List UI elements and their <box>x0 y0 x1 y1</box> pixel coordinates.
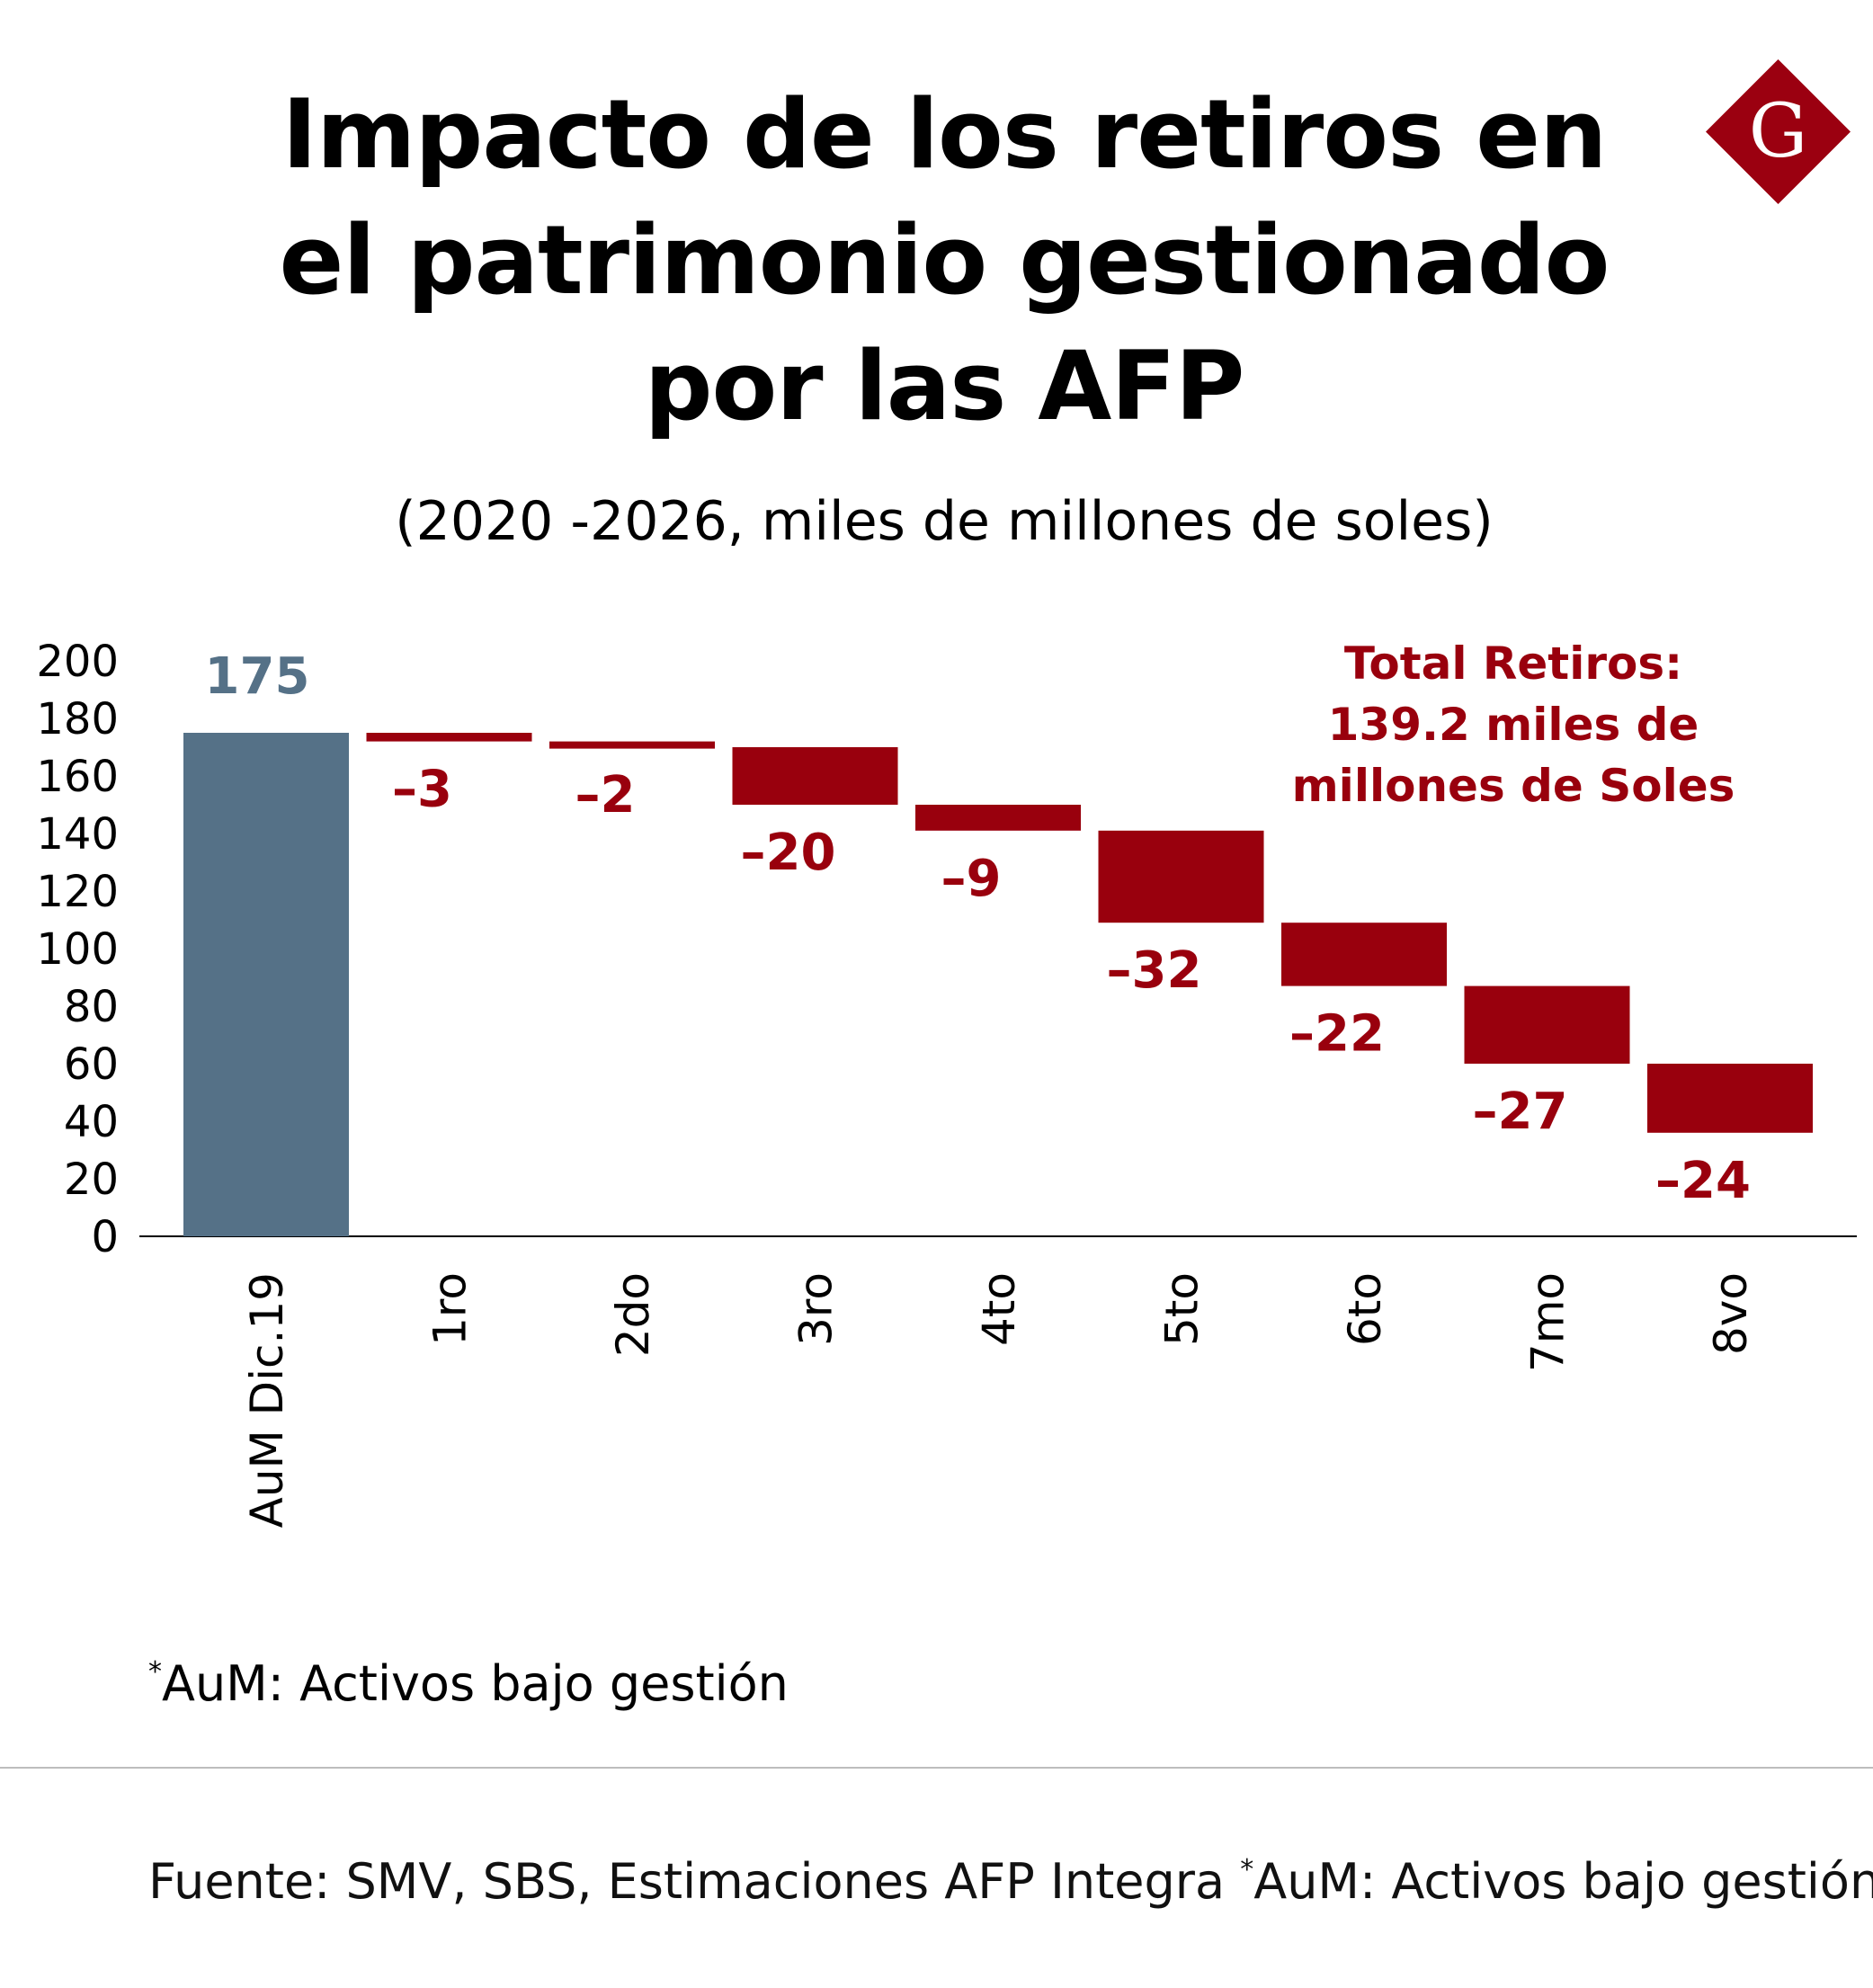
y-tick-label: 100 <box>36 924 119 975</box>
x-category-label: 5to <box>1156 1272 1209 1346</box>
y-tick-label: 0 <box>91 1212 119 1262</box>
y-tick-label: 80 <box>64 982 119 1032</box>
x-category-label: 6to <box>1339 1272 1391 1346</box>
footnote-text: AuM: Activos bajo gestión <box>162 1655 789 1712</box>
x-category-label: 2do <box>607 1272 659 1357</box>
data-label: –24 <box>1655 1152 1751 1210</box>
chart-title: Impacto de los retiros en el patrimonio … <box>216 72 1672 450</box>
divider <box>0 1767 1873 1769</box>
source-line: Fuente: SMV, SBS, Estimaciones AFP Integ… <box>148 1839 1873 1913</box>
y-tick-label: 140 <box>36 809 119 860</box>
title-line-1: Impacto de los retiros en <box>281 79 1608 190</box>
y-tick-label: 20 <box>64 1154 119 1205</box>
total-annotation-line: Total Retiros: <box>1344 637 1682 690</box>
gestion-logo-icon: G <box>1706 59 1851 204</box>
bar-decrease <box>1464 985 1630 1064</box>
bar-decrease <box>549 741 715 749</box>
bar-decrease <box>1281 923 1447 986</box>
source-text: Fuente: SMV, SBS, Estimaciones AFP Integ… <box>148 1853 1241 1910</box>
total-annotation-line: 139.2 miles de <box>1328 699 1699 751</box>
data-label: –3 <box>392 761 452 819</box>
data-label: –27 <box>1473 1083 1568 1141</box>
y-tick-label: 40 <box>64 1097 119 1147</box>
bar-decrease <box>366 733 532 742</box>
y-tick-label: 180 <box>36 694 119 744</box>
data-label: –9 <box>941 850 1002 908</box>
waterfall-chart: 0 20 40 60 80 100 120 140 160 180 200 175 AuM Dic.19… <box>36 637 1857 1528</box>
bar-decrease <box>1647 1064 1813 1133</box>
x-category-label: 8vo <box>1705 1272 1757 1355</box>
svg-text:G: G <box>1749 89 1808 174</box>
x-category-label: 4to <box>973 1272 1025 1346</box>
y-tick-label: 60 <box>64 1039 119 1090</box>
bar-decrease <box>915 805 1081 831</box>
data-label: 175 <box>205 647 310 706</box>
title-line-3: por las AFP <box>644 331 1245 441</box>
source-marker: * <box>1240 1854 1254 1885</box>
bar-decrease <box>1098 830 1264 923</box>
x-category-label: 7mo <box>1522 1272 1574 1372</box>
x-category-label: 3ro <box>790 1272 843 1346</box>
y-tick-label: 120 <box>36 867 119 917</box>
footnote: *AuM: Activos bajo gestión <box>148 1641 789 1716</box>
y-tick-label: 160 <box>36 752 119 802</box>
total-annotation-line: millones de Soles <box>1292 760 1735 812</box>
bar-decrease <box>732 747 898 805</box>
data-label: –20 <box>741 824 836 882</box>
bar-total <box>183 733 349 1236</box>
data-label: –2 <box>575 766 636 825</box>
x-category-label: 1ro <box>424 1272 477 1346</box>
footnote-marker: * <box>148 1656 162 1688</box>
x-category-label: AuM Dic.19 <box>241 1272 293 1528</box>
data-label: –32 <box>1107 941 1202 1000</box>
title-line-2: el patrimonio gestionado <box>279 205 1610 316</box>
y-tick-label: 200 <box>36 637 119 687</box>
data-label: –22 <box>1289 1005 1385 1064</box>
source-note: AuM: Activos bajo gestión <box>1253 1853 1873 1910</box>
chart-subtitle: (2020 -2026, miles de millones de soles) <box>395 490 1494 553</box>
